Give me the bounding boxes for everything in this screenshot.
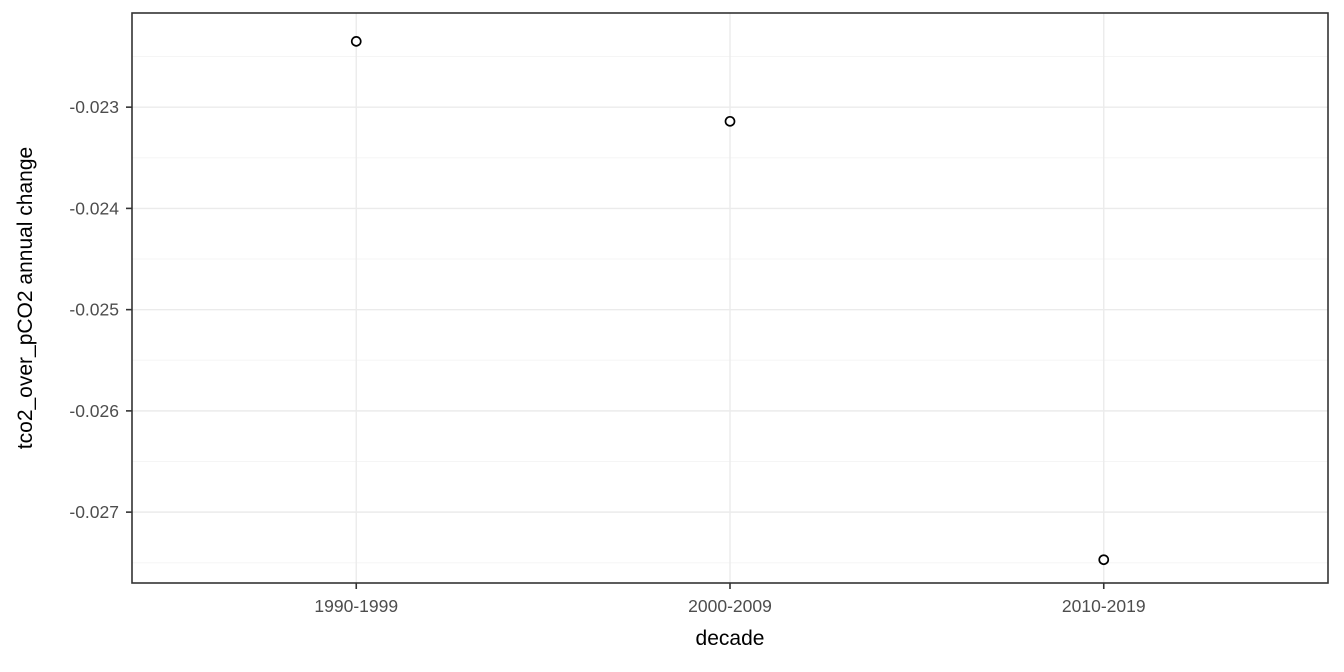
data-point <box>724 115 736 127</box>
data-point <box>350 35 362 47</box>
y-axis-title: tco2_over_pCO2 annual change <box>14 146 37 450</box>
x-axis-title: decade <box>695 627 765 650</box>
y-tick-label: -0.025 <box>69 300 119 320</box>
y-tick-label: -0.023 <box>69 97 119 117</box>
x-tick-label: 2010-2019 <box>1062 596 1146 616</box>
data-point <box>1098 554 1110 566</box>
y-tick-label: -0.026 <box>69 401 119 421</box>
y-tick-label: -0.027 <box>69 502 119 522</box>
y-tick-label: -0.024 <box>69 198 119 218</box>
x-tick-label: 2000-2009 <box>688 596 772 616</box>
x-tick-label: 1990-1999 <box>314 596 398 616</box>
